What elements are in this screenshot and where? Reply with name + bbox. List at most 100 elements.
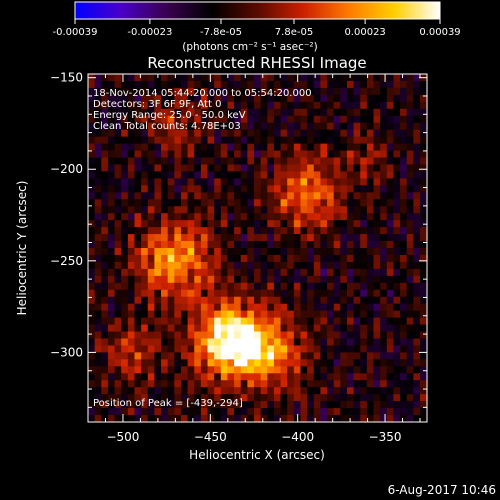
heatmap-cell — [413, 380, 421, 388]
heatmap-cell — [346, 185, 355, 193]
heatmap-cell — [373, 345, 381, 353]
heatmap-cell — [327, 296, 335, 305]
heatmap-cell — [293, 366, 302, 374]
heatmap-cell — [267, 185, 275, 193]
x-axis-ticks: −500 −450 −400 −350 — [104, 74, 421, 444]
heatmap-cell — [234, 206, 242, 214]
heatmap-cell — [94, 136, 102, 145]
heatmap-cell — [88, 94, 96, 103]
heatmap-cell — [194, 234, 202, 242]
heatmap-cell — [94, 275, 102, 284]
heatmap-cell — [300, 227, 308, 235]
heatmap-cell — [313, 185, 322, 193]
heatmap-cell — [327, 338, 335, 347]
heatmap-cell — [327, 261, 335, 270]
heatmap-cell — [333, 282, 341, 291]
y-tick-label: −250 — [50, 254, 83, 268]
heatmap-cell — [280, 213, 288, 221]
heatmap-cell — [161, 324, 169, 333]
heatmap-cell — [161, 234, 169, 242]
heatmap-cell — [287, 227, 295, 235]
heatmap-cell — [360, 220, 368, 228]
heatmap-cell — [121, 254, 129, 263]
heatmap-cell — [127, 373, 136, 381]
heatmap-cell — [267, 199, 275, 207]
heatmap-cell — [313, 199, 322, 207]
heatmap-cell — [180, 192, 189, 200]
heatmap-cell — [400, 171, 408, 179]
heatmap-cell — [260, 101, 268, 110]
heatmap-cell — [360, 373, 368, 381]
heatmap-cell — [260, 268, 268, 277]
heatmap-cell — [207, 192, 215, 200]
heatmap-cell — [320, 303, 328, 312]
heatmap-cell — [373, 213, 381, 221]
heatmap-cell — [247, 387, 255, 395]
heatmap-cell — [134, 101, 142, 110]
heatmap-cell — [234, 115, 242, 124]
heatmap-cell — [393, 87, 401, 96]
heatmap-cell — [307, 317, 315, 326]
heatmap-cell — [420, 213, 427, 221]
heatmap-cell — [340, 122, 348, 131]
heatmap-cell — [200, 408, 209, 416]
heatmap-cell — [167, 234, 175, 242]
heatmap-cell — [107, 331, 116, 340]
heatmap-cell — [373, 241, 381, 249]
heatmap-cell — [207, 157, 215, 166]
heatmap-cell — [107, 352, 116, 360]
heatmap-cell — [107, 129, 116, 138]
heatmap-cell — [154, 241, 162, 249]
heatmap-cell — [380, 289, 388, 298]
heatmap-cell — [340, 387, 348, 395]
heatmap-cell — [320, 101, 328, 110]
heatmap-cell — [220, 157, 229, 166]
heatmap-cell — [327, 275, 335, 284]
heatmap-cell — [134, 80, 142, 89]
heatmap-cell — [307, 87, 315, 96]
heatmap-cell — [107, 178, 116, 186]
heatmap-cell — [127, 268, 136, 277]
heatmap-cell — [360, 303, 368, 312]
heatmap-cell — [333, 415, 341, 422]
heatmap-cell — [320, 199, 328, 207]
heatmap-cell — [127, 129, 136, 138]
heatmap-cell — [194, 101, 202, 110]
heatmap-cell — [240, 310, 248, 319]
heatmap-cell — [340, 359, 348, 367]
heatmap-cell — [220, 310, 229, 319]
heatmap-cell — [167, 122, 175, 131]
heatmap-cell — [320, 136, 328, 145]
heatmap-cell — [227, 275, 235, 284]
heatmap-cell — [320, 331, 328, 340]
heatmap-cell — [400, 199, 408, 207]
heatmap-cell — [366, 143, 375, 152]
heatmap-cell — [134, 206, 142, 214]
heatmap-cell — [247, 150, 255, 159]
heatmap-cell — [180, 101, 189, 110]
footer-date: 6-Aug-2017 10:46 — [388, 483, 496, 497]
heatmap-cell — [300, 296, 308, 305]
heatmap-cell — [141, 366, 149, 374]
heatmap-cell — [400, 206, 408, 214]
heatmap-cell — [340, 338, 348, 347]
heatmap-cell — [121, 248, 129, 256]
heatmap-cell — [214, 317, 222, 326]
heatmap-cell — [333, 380, 341, 388]
heatmap-cell — [141, 289, 149, 298]
heatmap-cell — [400, 108, 408, 117]
heatmap-cell — [373, 101, 381, 110]
heatmap-cell — [300, 366, 308, 374]
heatmap-cell — [194, 220, 202, 228]
heatmap-cell — [313, 317, 322, 326]
heatmap-cell — [373, 415, 381, 422]
heatmap-cell — [127, 387, 136, 395]
heatmap-cell — [320, 268, 328, 277]
heatmap-cell — [307, 394, 315, 402]
heatmap-cell — [161, 80, 169, 89]
heatmap-cell — [121, 115, 129, 124]
heatmap-cell — [207, 129, 215, 138]
heatmap-cell — [247, 115, 255, 124]
y-tick-label: −200 — [50, 162, 83, 176]
heatmap-cell — [273, 227, 282, 235]
